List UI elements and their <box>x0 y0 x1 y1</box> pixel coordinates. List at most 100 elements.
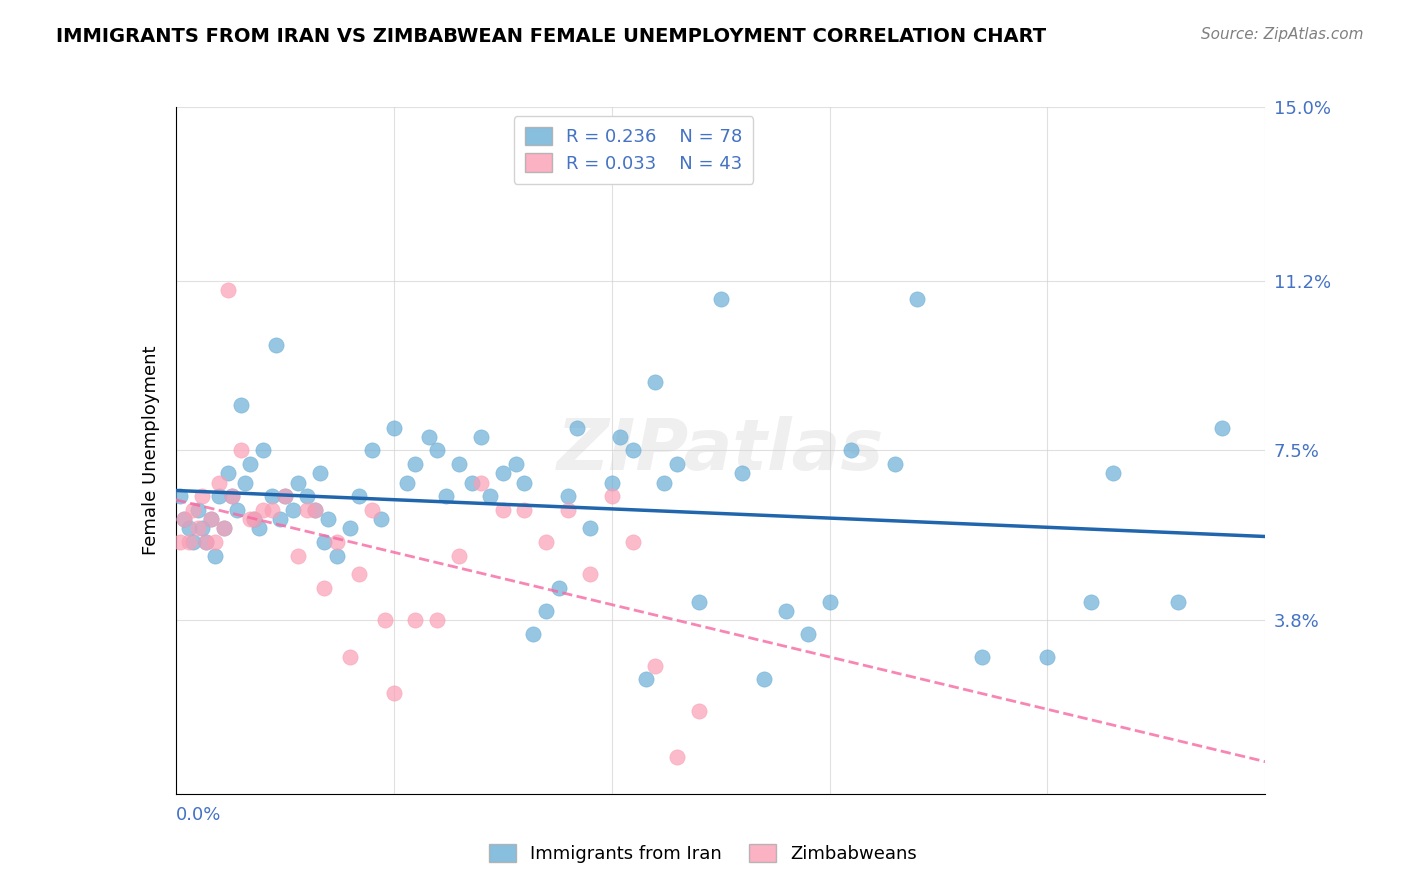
Point <box>326 549 349 563</box>
Point <box>191 521 214 535</box>
Point <box>221 489 243 503</box>
Text: Source: ZipAtlas.com: Source: ZipAtlas.com <box>1201 27 1364 42</box>
Point <box>447 457 470 471</box>
Point <box>970 649 993 664</box>
Point <box>557 489 579 503</box>
Point <box>181 535 204 549</box>
Point <box>710 293 733 307</box>
Point <box>492 503 515 517</box>
Point <box>418 430 440 444</box>
Point <box>186 503 209 517</box>
Point <box>434 489 457 503</box>
Point <box>326 535 349 549</box>
Point <box>470 430 492 444</box>
Point <box>579 521 602 535</box>
Point <box>688 705 710 719</box>
Point <box>235 475 257 490</box>
Point <box>274 489 297 503</box>
Point <box>426 613 449 627</box>
Text: IMMIGRANTS FROM IRAN VS ZIMBABWEAN FEMALE UNEMPLOYMENT CORRELATION CHART: IMMIGRANTS FROM IRAN VS ZIMBABWEAN FEMAL… <box>56 27 1046 45</box>
Point <box>173 512 195 526</box>
Point <box>478 489 501 503</box>
Point <box>247 521 270 535</box>
Point <box>304 503 326 517</box>
Point <box>754 673 776 687</box>
Point <box>600 489 623 503</box>
Point <box>513 475 536 490</box>
Point <box>243 512 266 526</box>
Point <box>688 594 710 608</box>
Text: 0.0%: 0.0% <box>176 806 221 824</box>
Point <box>195 535 218 549</box>
Point <box>260 503 283 517</box>
Point <box>548 581 571 595</box>
Point <box>796 626 818 640</box>
Point <box>565 420 588 434</box>
Point <box>169 489 191 503</box>
Point <box>304 503 326 517</box>
Point <box>382 420 405 434</box>
Point <box>395 475 418 490</box>
Point <box>239 457 262 471</box>
Point <box>204 549 226 563</box>
Point <box>666 750 689 764</box>
Point <box>283 503 305 517</box>
Point <box>243 512 266 526</box>
Point <box>212 521 235 535</box>
Point <box>295 503 318 517</box>
Point <box>312 535 335 549</box>
Point <box>318 512 340 526</box>
Point <box>621 535 644 549</box>
Point <box>339 649 361 664</box>
Point <box>370 512 392 526</box>
Point <box>461 475 484 490</box>
Point <box>347 567 370 582</box>
Point <box>269 512 291 526</box>
Point <box>360 443 382 458</box>
Point <box>557 503 579 517</box>
Point <box>217 283 239 297</box>
Point <box>884 457 907 471</box>
Point <box>492 467 515 481</box>
Point <box>173 512 195 526</box>
Point <box>405 613 427 627</box>
Point <box>1036 649 1059 664</box>
Point <box>644 658 666 673</box>
Point <box>636 673 658 687</box>
Point <box>177 535 200 549</box>
Point <box>169 535 191 549</box>
Point <box>274 489 297 503</box>
Point <box>239 512 262 526</box>
Point <box>905 293 928 307</box>
Point <box>191 489 214 503</box>
Point <box>225 503 247 517</box>
Point <box>295 489 318 503</box>
Point <box>374 613 396 627</box>
Point <box>360 503 382 517</box>
Point <box>260 489 283 503</box>
Point <box>287 475 309 490</box>
Point <box>609 430 631 444</box>
Point <box>347 489 370 503</box>
Point <box>731 467 754 481</box>
Point <box>382 686 405 700</box>
Text: ZIPatlas: ZIPatlas <box>557 416 884 485</box>
Legend: Immigrants from Iran, Zimbabweans: Immigrants from Iran, Zimbabweans <box>478 833 928 874</box>
Point <box>312 581 335 595</box>
Point <box>231 443 253 458</box>
Point <box>818 594 841 608</box>
Point <box>181 503 204 517</box>
Y-axis label: Female Unemployment: Female Unemployment <box>142 346 160 555</box>
Point <box>426 443 449 458</box>
Point <box>231 398 253 412</box>
Point <box>1102 467 1125 481</box>
Point <box>666 457 689 471</box>
Point <box>204 535 226 549</box>
Point <box>447 549 470 563</box>
Point <box>652 475 675 490</box>
Point <box>534 604 557 618</box>
Point <box>200 512 222 526</box>
Point <box>339 521 361 535</box>
Point <box>212 521 235 535</box>
Point <box>841 443 863 458</box>
